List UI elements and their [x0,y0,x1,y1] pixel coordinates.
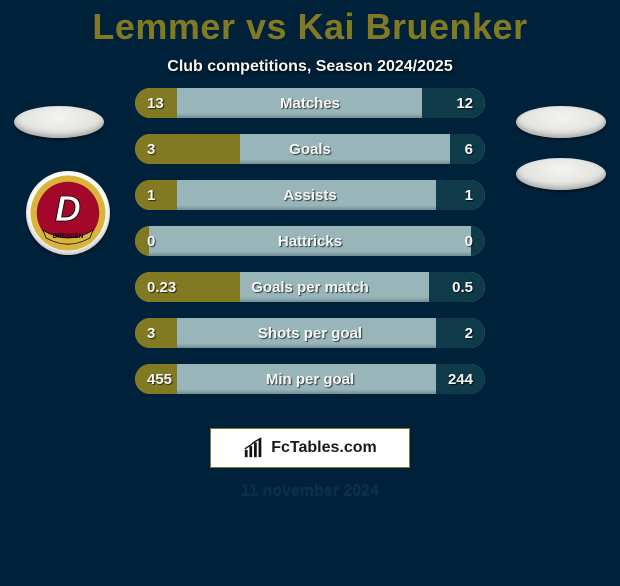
svg-text:D: D [55,189,81,229]
club-badge-right-placeholder [516,158,606,190]
stat-value-right: 12 [456,88,473,118]
stat-label: Assists [135,180,485,210]
stat-label: Matches [135,88,485,118]
stat-value-right: 0.5 [452,272,473,302]
svg-text:DRESDEN: DRESDEN [53,233,84,240]
page-title: Lemmer vs Kai Bruenker [0,6,620,48]
stat-value-right: 2 [465,318,473,348]
club-badge-left: D DRESDEN [26,171,110,255]
stat-row: 13Matches12 [135,88,485,118]
stat-value-right: 0 [465,226,473,256]
stat-label: Shots per goal [135,318,485,348]
brand-text: FcTables.com [271,439,377,457]
stat-value-right: 244 [448,364,473,394]
stat-label: Goals [135,134,485,164]
stat-value-right: 1 [465,180,473,210]
stat-row: 0.23Goals per match0.5 [135,272,485,302]
stat-label: Goals per match [135,272,485,302]
player-right-avatar-placeholder [516,106,606,138]
stat-row: 3Shots per goal2 [135,318,485,348]
stat-label: Min per goal [135,364,485,394]
stat-row: 1Assists1 [135,180,485,210]
stat-row: 455Min per goal244 [135,364,485,394]
page-subtitle: Club competitions, Season 2024/2025 [0,58,620,76]
comparison-stage: D DRESDEN 13Matches123Goals61Assists10Ha… [0,106,620,412]
stats-bar-group: 13Matches12 3Goals6 1Assists1 0Hattricks0 0.… [135,88,485,394]
stat-row: 0Hattricks0 [135,226,485,256]
stat-row: 3Goals6 [135,134,485,164]
stat-value-right: 6 [465,134,473,164]
chart-icon [243,437,265,459]
footer-date: 11 november 2024 [0,482,620,500]
stat-label: Hattricks [135,226,485,256]
player-left-avatar-placeholder [14,106,104,138]
brand-badge: FcTables.com [210,428,410,468]
club-badge-icon: D DRESDEN [29,174,107,252]
